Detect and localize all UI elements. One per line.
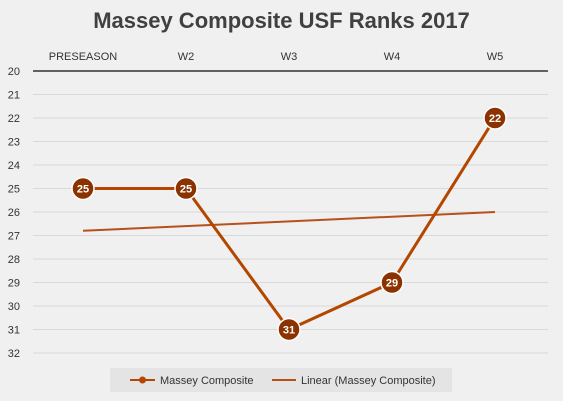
data-label-w3: 31 xyxy=(283,325,295,337)
y-tick-label-32: 32 xyxy=(8,348,20,360)
legend: Massey Composite Linear (Massey Composit… xyxy=(110,368,452,392)
series-line-trendline xyxy=(82,211,496,232)
data-point-w5 xyxy=(483,106,507,130)
series-line-massey-composite xyxy=(83,117,497,332)
y-tick-label-22: 22 xyxy=(8,113,20,125)
y-tick-label-31: 31 xyxy=(8,325,20,337)
data-point-w4 xyxy=(380,270,404,295)
legend-label-trendline: Linear (Massey Composite) xyxy=(301,375,436,387)
legend-label-massey-composite: Massey Composite xyxy=(160,375,254,387)
y-tick-label-26: 26 xyxy=(8,207,20,219)
y-tick-label-21: 21 xyxy=(8,90,20,102)
y-tick-label-28: 28 xyxy=(8,254,20,266)
data-label-preseason: 25 xyxy=(77,184,89,196)
data-point-preseason xyxy=(71,176,95,201)
data-point-w3 xyxy=(277,317,301,342)
x-tick-label-w3: W3 xyxy=(281,51,298,63)
y-tick-label-30: 30 xyxy=(8,301,20,313)
y-tick-label-20: 20 xyxy=(8,66,20,78)
x-tick-label-w4: W4 xyxy=(384,51,401,63)
series-layer: 25 25 31 29 22 xyxy=(71,106,507,342)
y-tick-label-27: 27 xyxy=(8,231,20,243)
data-label-w5: 22 xyxy=(489,113,501,125)
chart-title: Massey Composite USF Ranks 2017 xyxy=(93,8,470,33)
x-tick-label-w2: W2 xyxy=(178,51,195,63)
x-tick-label-preseason: PRESEASON xyxy=(49,51,118,63)
y-tick-label-23: 23 xyxy=(8,137,20,149)
data-label-w4: 29 xyxy=(386,278,398,290)
data-label-w2: 25 xyxy=(180,184,192,196)
data-point-w2 xyxy=(174,176,198,201)
grid-layer xyxy=(33,94,548,354)
y-tick-label-25: 25 xyxy=(8,184,20,196)
x-tick-label-w5: W5 xyxy=(487,51,504,63)
y-tick-label-29: 29 xyxy=(8,278,20,290)
legend-marker-dot-massey-composite xyxy=(139,376,146,384)
axis-layer: 20 21 22 23 24 25 26 27 28 29 30 31 32 PRESEASON W2 W3 W… xyxy=(8,51,548,360)
y-tick-label-24: 24 xyxy=(8,160,20,172)
